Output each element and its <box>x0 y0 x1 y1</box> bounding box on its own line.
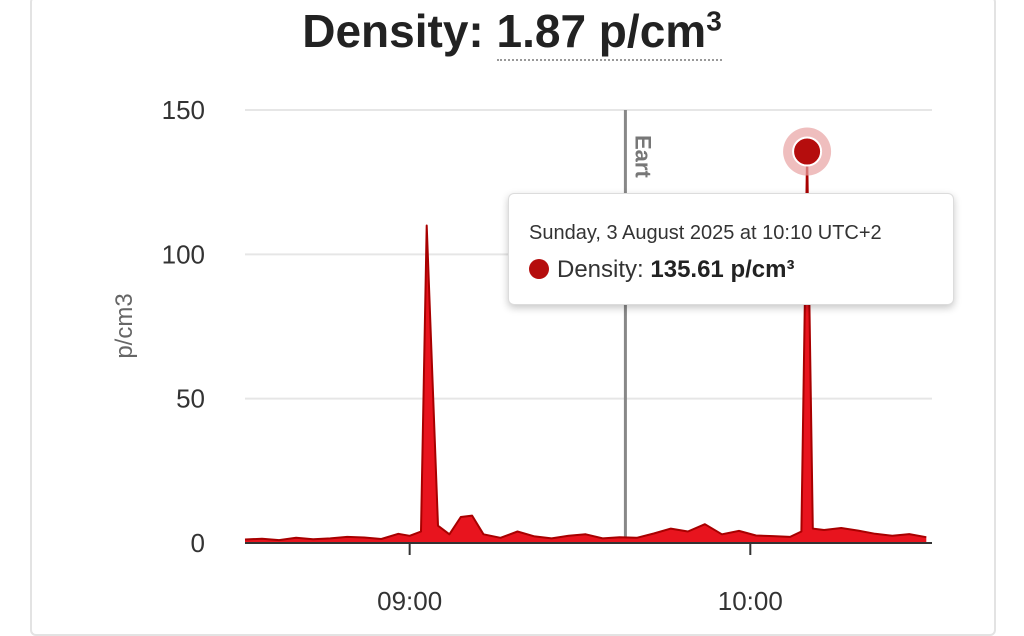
x-tick-label-0900: 09:00 <box>377 586 442 616</box>
tooltip-series-label: Density: <box>557 256 644 283</box>
y-tick-label-0: 0 <box>191 528 205 558</box>
tooltip-value: 135.61 p/cm³ <box>650 256 794 283</box>
hover-point <box>793 138 821 166</box>
earth-plotline: Eart <box>625 110 655 543</box>
y-tick-label-100: 100 <box>162 239 205 269</box>
plotline-label: Eart <box>630 135 655 178</box>
tooltip-row: Density: 135.61 p/cm³ <box>529 256 794 284</box>
tooltip-date: Sunday, 3 August 2025 at 10:10 UTC+2 <box>529 222 882 245</box>
y-axis-label: p/cm3 <box>111 293 138 358</box>
hover-marker <box>783 128 831 176</box>
y-tick-label-150: 150 <box>162 95 205 125</box>
y-tick-label-50: 50 <box>176 384 205 414</box>
series-color-dot <box>529 259 549 279</box>
x-tick-label-1000: 10:00 <box>718 586 783 616</box>
chart-tooltip: Sunday, 3 August 2025 at 10:10 UTC+2 Den… <box>508 193 954 305</box>
